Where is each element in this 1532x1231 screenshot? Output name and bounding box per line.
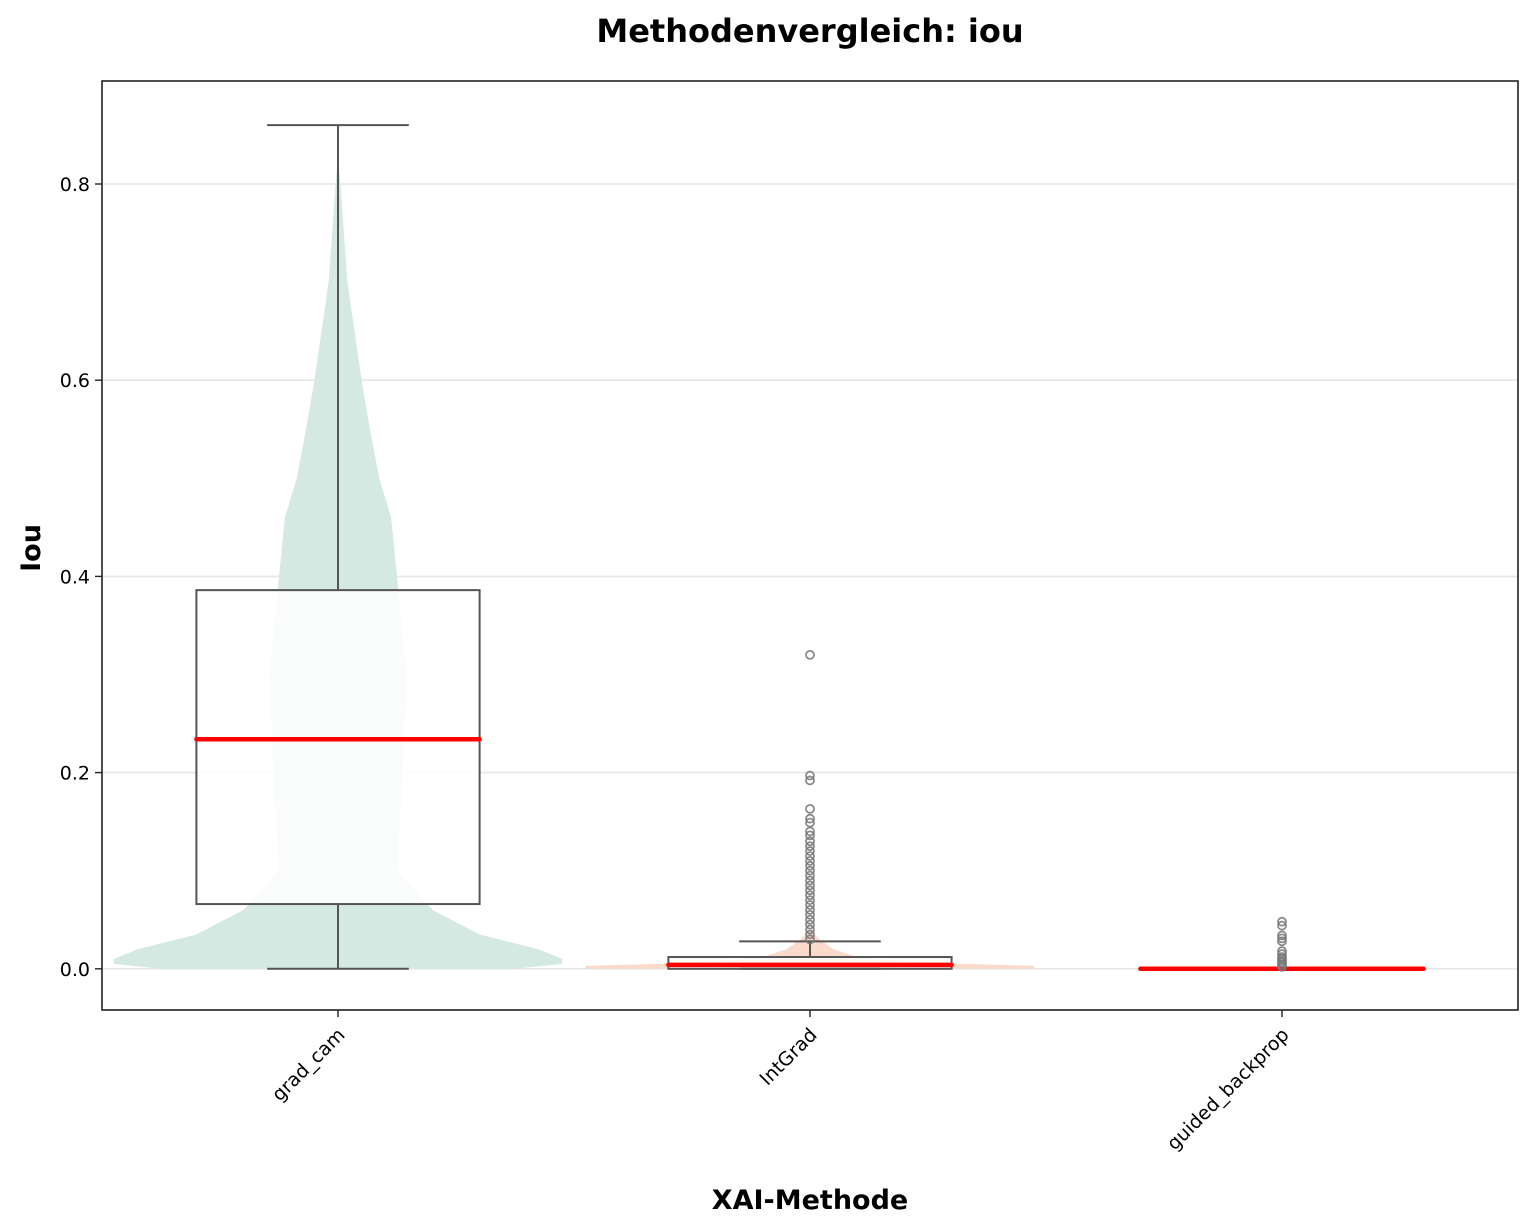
outlier-point [1277,920,1287,931]
outlier-point [805,870,815,881]
outlier-point [1277,961,1287,972]
outlier-point [805,895,815,906]
outliers [805,649,1287,972]
outlier-point [805,890,815,901]
outlier-point [805,846,815,856]
y-ticks: 0.0 0.2 0.4 0.6 0.8 [60,174,102,981]
outlier-point [805,934,815,945]
x-axis-label: XAI-Methode [712,1185,908,1216]
y-tick-label: 0.4 [60,566,90,588]
outlier-point [805,909,815,920]
outlier-point [1277,916,1287,927]
outlier-point [1277,936,1287,947]
outlier-point [805,905,815,915]
outlier-point [805,649,815,660]
outlier-point [805,841,815,852]
x-tick-label: grad_cam [268,1024,350,1106]
outlier-point [805,836,815,847]
chart-title: Methodenvergleich: iou [596,12,1023,50]
outlier-point [805,919,815,930]
outlier-point [805,830,815,841]
y-tick-label: 0.0 [60,959,90,981]
outlier-point [805,775,815,786]
x-tick-label: IntGrad [756,1024,822,1090]
outlier-point [805,826,815,837]
outlier-point [805,851,815,861]
outlier-point [805,860,815,871]
outlier-point [1277,933,1287,944]
outlier-point [805,813,815,824]
outlier-point [805,900,815,910]
y-axis-label: Iou [16,524,47,572]
outlier-point [1277,930,1287,941]
outlier-point [805,855,815,866]
outlier-point [805,924,815,935]
outlier-point [805,770,815,781]
outlier-point [805,803,815,814]
outlier-point [805,875,815,886]
y-tick-label: 0.8 [60,174,90,196]
box-grad_cam [195,589,481,906]
outlier-point [805,929,815,940]
outlier-point [805,885,815,896]
outlier-point [805,880,815,891]
x-ticks: grad_cam IntGrad guided_backprop [268,1010,1294,1155]
y-tick-label: 0.2 [60,763,90,785]
boxes [194,124,1426,972]
y-tick-label: 0.6 [60,370,90,392]
outlier-point [805,914,815,925]
x-tick-label: guided_backprop [1163,1024,1294,1155]
outlier-point [805,865,815,876]
